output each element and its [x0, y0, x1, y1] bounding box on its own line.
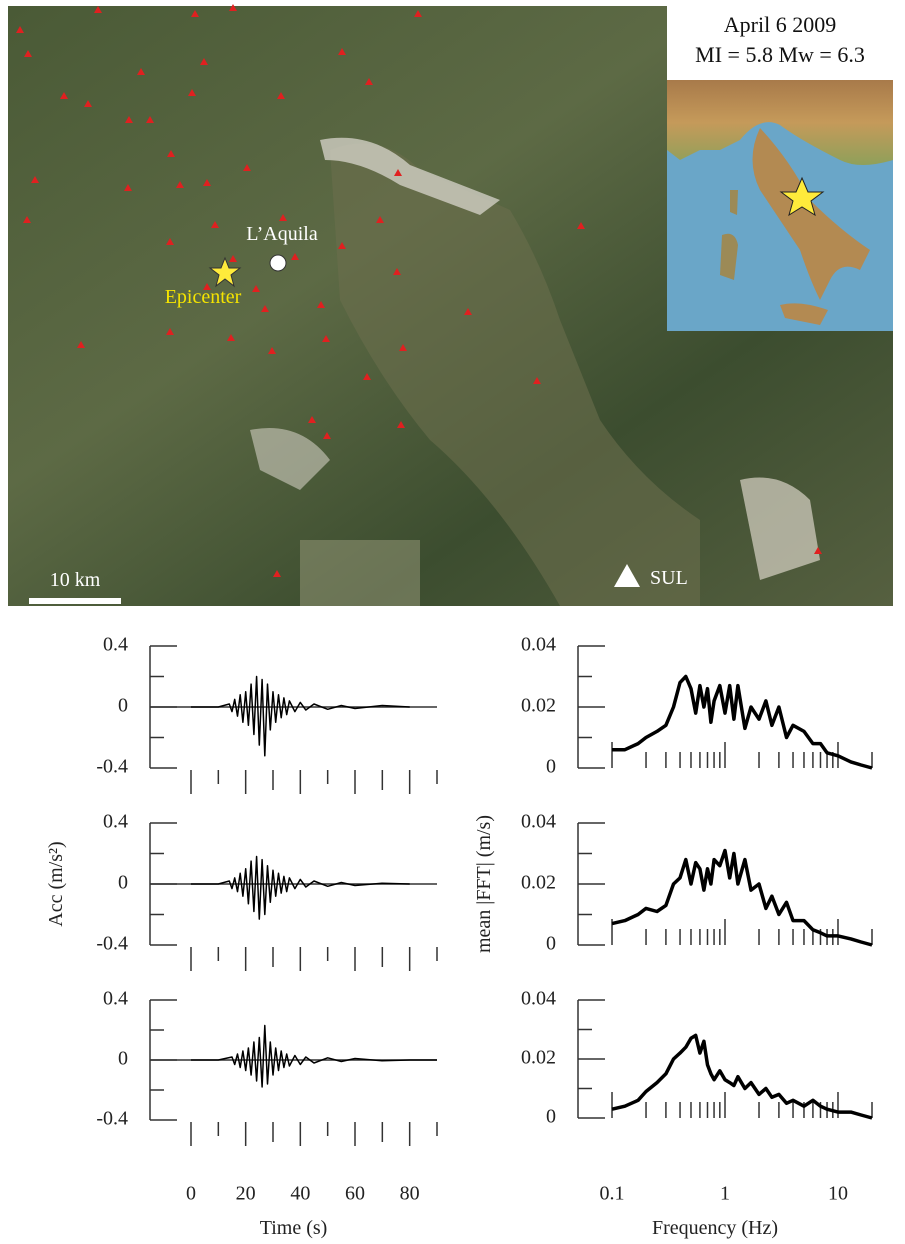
y-tick-label: 0.4: [103, 811, 128, 833]
inset-title: April 6 2009: [724, 12, 836, 37]
x-tick-label: 0: [186, 1183, 196, 1205]
y-tick-label: -0.4: [96, 756, 128, 778]
y-tick-label: -0.4: [96, 933, 128, 955]
y-tick-label: 0.04: [521, 634, 556, 656]
y-tick-label: -0.4: [96, 1108, 128, 1130]
inset-corsica: [730, 190, 738, 215]
y-tick-label: 0: [118, 872, 128, 894]
x-tick-label: 1: [720, 1183, 730, 1205]
charts: 0.4 0 -0.4 0.4 0 -0.4 Acc (m/s²) 0.4 0 -0.4 0 20 40 6…: [45, 634, 872, 1239]
x-tick-label: 10: [828, 1183, 848, 1205]
city-label: L’Aquila: [246, 223, 318, 245]
station-label: SUL: [650, 567, 688, 589]
y-tick-label: 0.4: [103, 988, 128, 1010]
map: L’Aquila Epicenter SUL 10 km April 6 200…: [8, 4, 893, 606]
y-axis-label: mean |FFT| (m/s): [473, 815, 495, 953]
epicenter-label: Epicenter: [165, 286, 242, 308]
y-tick-label: 0.02: [521, 872, 556, 894]
x-tick-label: 80: [400, 1183, 420, 1205]
y-tick-label: 0: [118, 1048, 128, 1070]
y-tick-label: 0: [546, 1106, 556, 1128]
x-tick-label: 40: [290, 1183, 310, 1205]
scale-label: 10 km: [50, 569, 101, 591]
y-tick-label: 0.02: [521, 695, 556, 717]
plain: [300, 540, 420, 606]
x-axis-label: Time (s): [260, 1217, 328, 1239]
inset-subtitle: MI = 5.8 Mw = 6.3: [695, 42, 865, 67]
y-tick-label: 0.02: [521, 1047, 556, 1069]
scale-bar: [29, 598, 121, 604]
x-tick-label: 20: [236, 1183, 256, 1205]
data-line: [191, 677, 410, 756]
y-tick-label: 0: [118, 695, 128, 717]
figure: L’Aquila Epicenter SUL 10 km April 6 200…: [0, 0, 905, 1244]
y-tick-label: 0.04: [521, 988, 556, 1010]
data-line: [612, 677, 872, 769]
x-axis-label: Frequency (Hz): [652, 1217, 778, 1239]
city-marker: [270, 255, 286, 271]
x-tick-label: 0.1: [600, 1183, 625, 1205]
data-line: [191, 1026, 437, 1088]
y-axis-label: Acc (m/s²): [45, 841, 67, 926]
x-tick-label: 60: [345, 1183, 365, 1205]
y-tick-label: 0.4: [103, 634, 128, 656]
y-tick-label: 0: [546, 756, 556, 778]
data-line: [191, 857, 410, 920]
y-tick-label: 0: [546, 933, 556, 955]
y-tick-label: 0.04: [521, 811, 556, 833]
